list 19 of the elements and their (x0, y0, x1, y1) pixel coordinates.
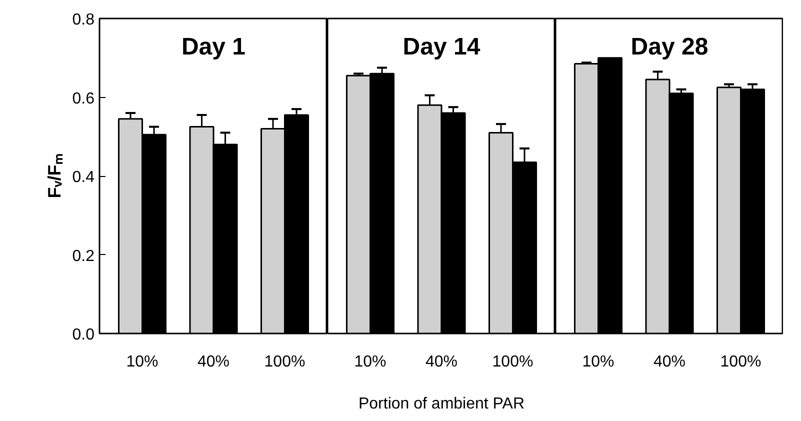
x-tick-label: 100% (492, 354, 534, 370)
x-tick-label: 10% (354, 354, 386, 370)
x-axis-title: Portion of ambient PAR (358, 396, 525, 412)
x-tick-label: 40% (197, 354, 230, 370)
x-tick-label: 10% (126, 354, 158, 370)
x-tick-label: 100% (720, 354, 762, 370)
y-axis-title: Fᵥ/Fₘ (44, 154, 64, 198)
text: Day 28 (630, 34, 708, 60)
y-tick-label: 0.8 (72, 12, 95, 28)
x-tick-label: 40% (653, 354, 686, 370)
x-tick-label: 10% (582, 354, 614, 370)
x-tick-label: 40% (425, 354, 458, 370)
text: Day 1 (181, 34, 246, 60)
y-tick-label: 0.2 (72, 248, 95, 265)
y-tick-label: 0.0 (72, 326, 95, 344)
y-tick-label: 0.6 (72, 90, 95, 108)
text: Day 14 (402, 34, 481, 60)
x-tick-label: 100% (264, 354, 306, 370)
y-tick-label: 0.4 (72, 169, 95, 186)
